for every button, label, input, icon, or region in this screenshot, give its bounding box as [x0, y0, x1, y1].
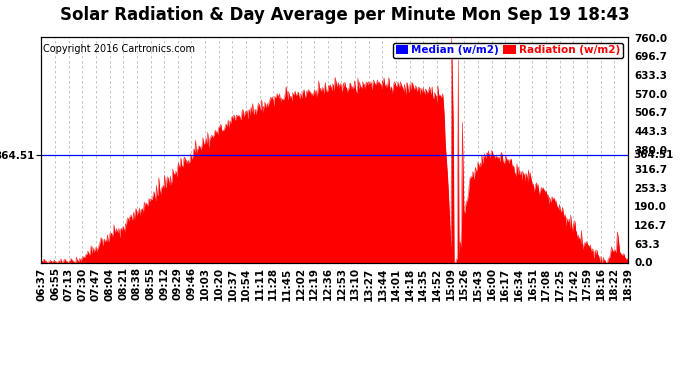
Legend: Median (w/m2), Radiation (w/m2): Median (w/m2), Radiation (w/m2): [393, 43, 622, 58]
Text: Copyright 2016 Cartronics.com: Copyright 2016 Cartronics.com: [43, 44, 195, 54]
Text: Solar Radiation & Day Average per Minute Mon Sep 19 18:43: Solar Radiation & Day Average per Minute…: [60, 6, 630, 24]
Text: 364.51: 364.51: [633, 150, 674, 160]
